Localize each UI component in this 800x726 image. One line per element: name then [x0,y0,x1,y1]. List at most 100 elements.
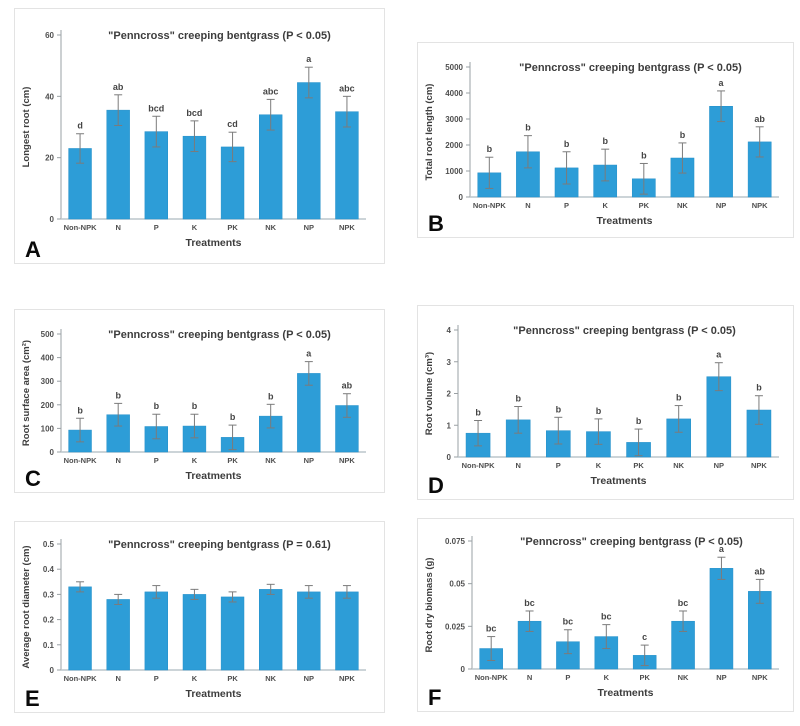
significance-letter: a [719,544,725,554]
bar-np [297,82,321,220]
chart-e: "Penncross" creeping bentgrass (P = 0.61… [21,539,366,700]
y-tick-label: 400 [41,354,55,363]
significance-letter: b [487,144,493,154]
bar-pk [220,596,245,671]
significance-letter: ab [113,82,124,92]
y-tick-label: 0 [461,665,466,674]
category-label: K [192,456,198,465]
significance-letter: b [525,123,531,133]
category-label: N [115,456,120,465]
panel-d-letter: D [428,473,444,498]
bar-non-npk [68,586,92,671]
significance-letter: abc [263,86,279,96]
category-label: Non-NPK [64,674,97,683]
category-label: P [564,201,569,210]
panel-b-letter: B [428,211,444,236]
category-label: NP [304,674,314,683]
bar-k [182,594,207,671]
chart-title: "Penncross" creeping bentgrass (P < 0.05… [513,325,736,337]
category-label: N [115,674,120,683]
category-label: K [602,201,608,210]
category-label: NPK [339,456,355,465]
bar-p [144,591,168,671]
significance-letter: bc [486,624,497,634]
panel-a-letter: A [25,237,41,262]
chart-e-host: "Penncross" creeping bentgrass (P = 0.61… [15,522,384,712]
category-label: Non-NPK [64,223,97,232]
category-label: NPK [752,673,768,682]
y-tick-label: 0.025 [445,622,466,631]
chart-c: "Penncross" creeping bentgrass (P < 0.05… [21,329,366,482]
significance-letter: bcd [148,103,164,113]
y-tick-label: 500 [41,330,55,339]
significance-letter: ab [754,114,765,124]
category-label: P [556,461,561,470]
significance-letter: a [719,78,725,88]
x-axis-label: Treatments [596,215,652,227]
significance-letter: b [192,401,198,411]
bar-npk [335,591,359,671]
chart-b-host: "Penncross" creeping bentgrass (P < 0.05… [418,43,793,237]
panel-c-letter: C [25,466,41,491]
category-label: PK [227,674,238,683]
bar-nk [259,589,283,671]
y-tick-label: 3000 [445,115,463,124]
category-label: N [527,673,532,682]
category-label: N [515,461,520,470]
y-tick-label: 0 [50,215,55,224]
category-label: P [154,223,159,232]
y-tick-label: 40 [45,92,54,101]
y-axis-label: Total root length (cm) [424,84,435,181]
y-tick-label: 3 [447,358,452,367]
significance-letter: b [230,412,236,422]
significance-letter: b [636,416,642,426]
significance-letter: ab [755,566,766,576]
y-tick-label: 5000 [445,63,463,72]
y-tick-label: 1 [447,421,452,430]
category-label: P [565,673,570,682]
chart-f-host: "Penncross" creeping bentgrass (P < 0.05… [418,519,793,711]
y-tick-label: 2 [447,390,452,399]
y-axis-label: Root surface area (cm²) [21,340,32,446]
panel-f-letter: F [428,685,442,710]
category-label: NPK [751,461,767,470]
y-tick-label: 0.5 [43,540,55,549]
category-label: NK [678,673,689,682]
category-label: NK [265,456,276,465]
category-label: Non-NPK [462,461,495,470]
category-label: NP [716,673,726,682]
y-tick-label: 0 [447,453,452,462]
significance-letter: b [556,404,562,414]
chart-c-host: "Penncross" creeping bentgrass (P < 0.05… [15,310,384,492]
category-label: P [154,456,159,465]
significance-letter: ab [342,381,353,391]
chart-d-host: "Penncross" creeping bentgrass (P < 0.05… [418,306,793,499]
significance-letter: abc [339,83,355,93]
significance-letter: b [602,136,608,146]
significance-letter: bc [601,612,612,622]
category-label: Non-NPK [64,456,97,465]
y-tick-label: 0.2 [43,616,55,625]
y-tick-label: 0 [50,666,55,675]
category-label: PK [227,223,238,232]
bar-np [297,591,321,671]
category-label: NK [265,223,276,232]
significance-letter: b [680,130,686,140]
y-tick-label: 100 [41,424,55,433]
bar-n [106,109,130,220]
significance-letter: b [475,407,481,417]
category-label: NPK [752,201,768,210]
panel-f: "Penncross" creeping bentgrass (P < 0.05… [417,518,794,712]
category-label: NPK [339,223,355,232]
y-tick-label: 0.3 [43,590,55,599]
y-tick-label: 0.05 [449,580,465,589]
significance-letter: b [154,401,160,411]
significance-letter: a [716,350,722,360]
significance-letter: b [641,150,647,160]
significance-letter: b [596,406,602,416]
y-tick-label: 0.1 [43,641,55,650]
panel-e-letter: E [25,686,40,711]
significance-letter: bc [678,598,689,608]
category-label: NP [714,461,724,470]
